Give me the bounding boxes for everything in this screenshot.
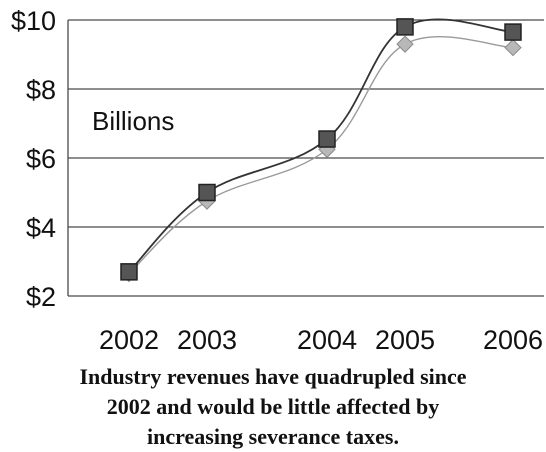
y-tick-label: $8 xyxy=(26,75,56,105)
square-marker-2005 xyxy=(396,18,414,36)
square-marker-2006 xyxy=(504,23,522,41)
y-tick-label: $6 xyxy=(26,144,56,174)
square-marker-2002 xyxy=(120,263,138,281)
unit-label: Billions xyxy=(92,106,174,136)
x-tick-label: 2006 xyxy=(483,325,543,355)
caption-line-1: Industry revenues have quadrupled since xyxy=(79,364,467,389)
square-marker-2003 xyxy=(198,183,216,202)
caption-line-2: 2002 and would be little affected by xyxy=(106,394,440,419)
diamond-marker-2006 xyxy=(504,38,522,57)
x-tick-label: 2004 xyxy=(297,325,357,355)
y-tick-label: $2 xyxy=(26,282,56,312)
series-line-diamond xyxy=(128,36,514,275)
diamond-marker-2005 xyxy=(396,35,414,53)
x-tick-label: 2002 xyxy=(99,325,159,355)
square-marker-2004 xyxy=(318,130,336,148)
caption-line-3: increasing severance taxes. xyxy=(147,424,399,449)
x-tick-label: 2003 xyxy=(177,325,237,355)
y-tick-label: $10 xyxy=(11,6,56,36)
y-tick-label: $4 xyxy=(26,213,56,243)
x-tick-label: 2005 xyxy=(375,325,435,355)
